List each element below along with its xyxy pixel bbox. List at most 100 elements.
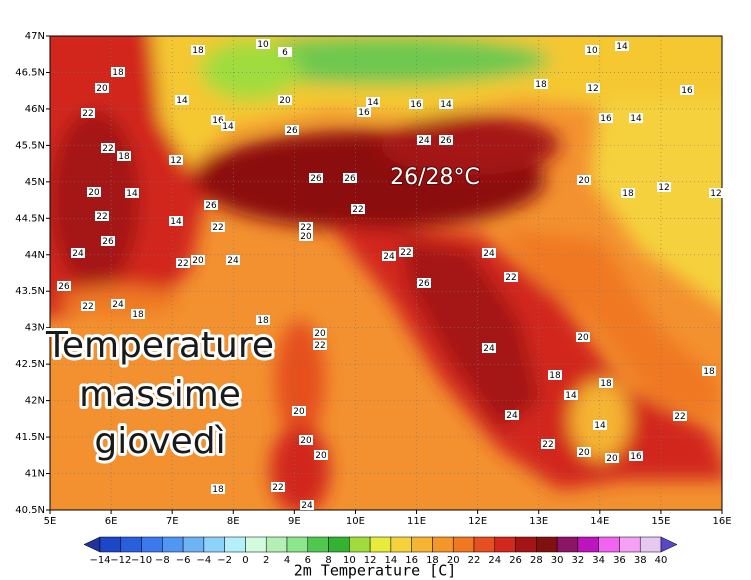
station-box bbox=[593, 420, 607, 430]
y-tick-label: 43.5N bbox=[15, 286, 45, 297]
station-box bbox=[576, 332, 590, 342]
station-value: 20 bbox=[293, 407, 305, 417]
station-value: 24 bbox=[301, 501, 313, 511]
station-box bbox=[313, 340, 327, 350]
y-tick-label: 43N bbox=[25, 323, 45, 334]
y-tick-label: 47N bbox=[25, 31, 45, 42]
station-box bbox=[680, 85, 694, 95]
station-value: 14 bbox=[616, 42, 628, 52]
colorbar-segment bbox=[162, 536, 184, 553]
x-tick-label: 11E bbox=[407, 516, 426, 527]
colorbar-segment bbox=[577, 536, 599, 553]
station-value: 18 bbox=[622, 189, 634, 199]
station-box bbox=[87, 187, 101, 197]
colorbar-segment bbox=[494, 536, 516, 553]
y-tick-label: 44.5N bbox=[15, 213, 45, 224]
colorbar-segment bbox=[141, 536, 163, 553]
station-box bbox=[117, 151, 131, 161]
station-box bbox=[439, 99, 453, 109]
station-box bbox=[111, 67, 125, 77]
station-box bbox=[314, 450, 328, 460]
x-tick-label: 14E bbox=[590, 516, 609, 527]
station-value: 24 bbox=[383, 252, 395, 262]
colorbar-segment bbox=[224, 536, 246, 553]
colorbar-segment bbox=[452, 536, 475, 553]
station-value: 16 bbox=[212, 116, 224, 126]
x-tick-label: 5E bbox=[44, 516, 57, 527]
station-value: 20 bbox=[315, 451, 327, 461]
headline: giovedì bbox=[94, 421, 225, 462]
station-box bbox=[439, 135, 453, 145]
station-box bbox=[657, 182, 671, 192]
station-value: 22 bbox=[300, 223, 311, 233]
y-tick-label: 44N bbox=[25, 250, 45, 261]
station-box bbox=[599, 113, 613, 123]
station-box bbox=[278, 47, 292, 57]
colorbar-label: 22 bbox=[468, 555, 481, 566]
colorbar-arrow bbox=[83, 536, 101, 553]
colorbar-segment bbox=[598, 536, 620, 553]
range-label: 26/28°C bbox=[390, 165, 480, 190]
colorbar-label: 12 bbox=[364, 555, 377, 566]
station-box bbox=[351, 204, 365, 214]
station-value: 20 bbox=[279, 96, 291, 106]
station-value: 22 bbox=[272, 483, 283, 493]
station-value: 22 bbox=[542, 440, 553, 450]
station-value: 22 bbox=[352, 205, 363, 215]
colorbar-label: 2 bbox=[263, 555, 269, 566]
station-box bbox=[343, 173, 357, 183]
station-value: 18 bbox=[257, 316, 269, 326]
station-box bbox=[417, 278, 431, 288]
colorbar-segment bbox=[515, 536, 537, 553]
station-value: 18 bbox=[535, 80, 547, 90]
colorbar-segment bbox=[411, 536, 433, 553]
station-value: 24 bbox=[227, 256, 239, 266]
station-box bbox=[221, 121, 235, 131]
station-value: 14 bbox=[176, 96, 188, 106]
station-value: 10 bbox=[257, 40, 269, 50]
x-tick-label: 10E bbox=[346, 516, 365, 527]
station-value: 26 bbox=[344, 174, 356, 184]
colorbar-label: 14 bbox=[385, 555, 398, 566]
station-box bbox=[482, 248, 496, 258]
station-value: 22 bbox=[674, 412, 685, 422]
station-box bbox=[564, 390, 578, 400]
station-box bbox=[599, 378, 613, 388]
station-box bbox=[709, 188, 723, 198]
colorbar-segment bbox=[619, 536, 641, 553]
station-box bbox=[299, 231, 313, 241]
station-value: 20 bbox=[300, 232, 312, 242]
station-box bbox=[211, 222, 225, 232]
station-value: 20 bbox=[314, 329, 326, 339]
colorbar-segment bbox=[203, 536, 225, 553]
station-box bbox=[504, 272, 518, 282]
y-tick-label: 40.5N bbox=[15, 505, 45, 516]
station-value: 14 bbox=[126, 189, 138, 199]
station-value: 22 bbox=[212, 223, 223, 233]
colorbar-arrow bbox=[660, 536, 678, 553]
colorbar-title: 2m Temperature [C] bbox=[294, 562, 457, 580]
station-value: 18 bbox=[600, 379, 612, 389]
station-box bbox=[191, 255, 205, 265]
station-box bbox=[169, 155, 183, 165]
colorbar-label: 18 bbox=[426, 555, 439, 566]
colorbar-label: 34 bbox=[592, 555, 605, 566]
colorbar-label: −14 bbox=[89, 555, 110, 566]
colorbar-label: 4 bbox=[284, 555, 290, 566]
y-tick-label: 46N bbox=[25, 104, 45, 115]
station-value: 22 bbox=[82, 302, 93, 312]
y-tick-label: 42.5N bbox=[15, 359, 45, 370]
station-box bbox=[95, 211, 109, 221]
station-value: 20 bbox=[88, 188, 100, 198]
station-box bbox=[131, 309, 145, 319]
colorbar-label: 32 bbox=[572, 555, 585, 566]
station-value: 24 bbox=[483, 344, 495, 354]
colorbar-segment bbox=[473, 536, 496, 553]
station-value: 10 bbox=[586, 46, 598, 56]
station-box bbox=[57, 281, 71, 291]
station-value: 22 bbox=[505, 273, 516, 283]
colorbar-label: 26 bbox=[509, 555, 522, 566]
colorbar-label: 36 bbox=[613, 555, 626, 566]
colorbar-label: −4 bbox=[197, 555, 212, 566]
